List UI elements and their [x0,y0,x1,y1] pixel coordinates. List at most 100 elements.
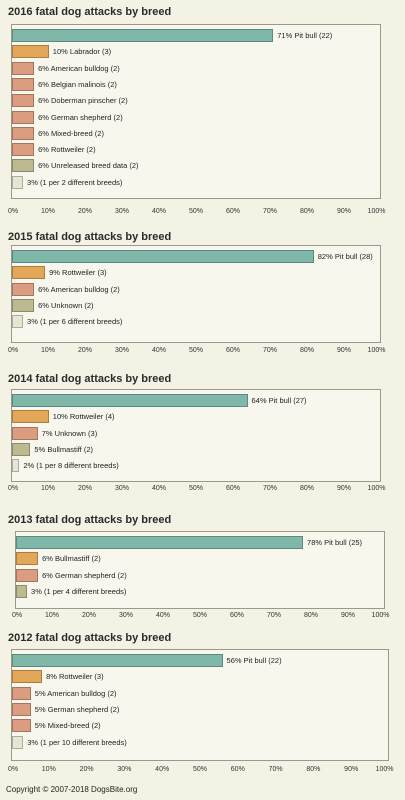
bar [12,175,24,189]
bar [12,410,49,424]
bar [12,94,35,108]
chart-title: 2013 fatal dog attacks by breed [8,514,172,526]
x-tick-label: 70% [262,208,278,215]
bar [12,61,35,75]
bar-label: 82% Pit bull (28) [317,252,373,261]
x-tick-label: 70% [262,347,278,354]
x-tick-label: 10% [40,347,56,354]
bar-label: 6% German shepherd (2) [38,112,123,122]
x-tick-label: 30% [117,766,132,773]
bar [12,143,35,157]
x-tick-label: 60% [225,208,241,215]
plot-area: 71% Pit bull (22) 10% Labrador (3) 6% Amer… [11,24,381,199]
bar-label: 6% Unreleased breed data (2) [38,161,139,171]
x-tick-label: 60% [225,485,241,492]
x-tick-label: 70% [268,766,283,773]
x-tick-label: 100% [371,612,390,619]
bar [12,126,35,140]
bar [12,702,31,716]
x-tick-label: 20% [77,347,93,354]
bar [12,686,31,700]
bar-label: 78% Pit bull (25) [307,538,363,547]
x-tick-label: 20% [81,612,97,619]
bar-label: 3% (1 per 2 different breeds) [27,177,123,187]
plot-area: 82% Pit bull (28) 9% Rottweiler (3) 6% Ame… [11,245,381,343]
x-tick-label: 10% [40,485,56,492]
x-tick-label: 40% [155,612,171,619]
bar [12,735,24,749]
plot-area: 56% Pit bull (22) 8% Rottweiler (3) 5% Ame… [11,649,389,761]
bar-label: 6% Unknown (2) [38,300,94,310]
bar-label: 7% Unknown (3) [41,428,98,438]
x-tick-label: 50% [188,347,204,354]
bar-label: 10% Labrador (3) [52,47,112,57]
x-tick-label: 0% [7,766,19,773]
bar-label: 3% (1 per 4 different breeds) [31,586,127,596]
bar-label: 64% Pit bull (27) [251,396,307,405]
bar-label: 6% Doberman pinscher (2) [38,96,128,106]
x-tick-label: 90% [340,612,356,619]
x-tick-label: 20% [79,766,94,773]
bar [12,394,248,407]
bar-label: 8% Rottweiler (3) [46,672,104,682]
bar-label: 6% Mixed-breed (2) [38,128,104,138]
bar [12,459,20,473]
x-tick-label: 90% [336,208,352,215]
bar-label: 5% American bulldog (2) [34,688,117,698]
bar-label: 6% Bullmastiff (2) [42,554,101,564]
x-tick-label: 0% [7,347,19,354]
x-tick-label: 70% [262,485,278,492]
x-tick-label: 50% [192,612,208,619]
x-tick-label: 30% [118,612,134,619]
bar [12,110,35,124]
x-tick-label: 90% [336,347,352,354]
bar [12,250,314,263]
x-tick-label: 40% [151,485,167,492]
chart-title: 2015 fatal dog attacks by breed [8,231,172,243]
bar-label: 6% American bulldog (2) [38,63,120,73]
bar-label: 3% (1 per 10 different breeds) [27,737,127,747]
plot-area: 64% Pit bull (27) 10% Rottweiler (4) 7% Un… [11,389,381,482]
bar-label: 5% Bullmastiff (2) [34,444,94,454]
x-tick-label: 40% [155,766,170,773]
x-tick-label: 80% [299,485,315,492]
x-tick-label: 90% [344,766,359,773]
x-tick-label: 80% [299,347,315,354]
x-tick-label: 80% [303,612,319,619]
bar-label: 56% Pit bull (22) [226,656,282,665]
bar [12,266,46,280]
x-tick-label: 60% [230,766,245,773]
bar-label: 6% Rottweiler (2) [38,145,96,155]
x-tick-label: 0% [11,612,23,619]
bar-label: 9% Rottweiler (3) [49,268,107,278]
x-tick-label: 20% [77,208,93,215]
bar [12,442,31,456]
x-tick-label: 30% [114,347,130,354]
x-tick-label: 0% [7,485,19,492]
bar-label: 5% German shepherd (2) [34,704,120,714]
x-tick-label: 40% [151,347,167,354]
chart-title: 2012 fatal dog attacks by breed [8,632,172,644]
bar [12,159,35,173]
bar [12,45,49,59]
x-tick-label: 10% [44,612,60,619]
bar [12,426,38,440]
bar [12,29,274,42]
x-tick-label: 50% [188,208,204,215]
x-tick-label: 60% [229,612,245,619]
x-tick-label: 70% [266,612,282,619]
x-tick-label: 90% [336,485,352,492]
chart-title: 2014 fatal dog attacks by breed [8,373,172,385]
bar-label: 2% (1 per 8 different breeds) [23,461,119,471]
x-tick-label: 30% [114,208,130,215]
bar [16,552,39,566]
bar [16,568,39,582]
x-tick-label: 100% [367,347,386,354]
bar [12,719,31,733]
copyright-notice: Copyright © 2007-2018 DogsBite.org [6,785,138,794]
chart-title: 2016 fatal dog attacks by breed [8,6,172,18]
bar-label: 6% German shepherd (2) [42,570,127,580]
bar [12,282,35,296]
x-tick-label: 50% [188,485,204,492]
bar [16,584,28,598]
